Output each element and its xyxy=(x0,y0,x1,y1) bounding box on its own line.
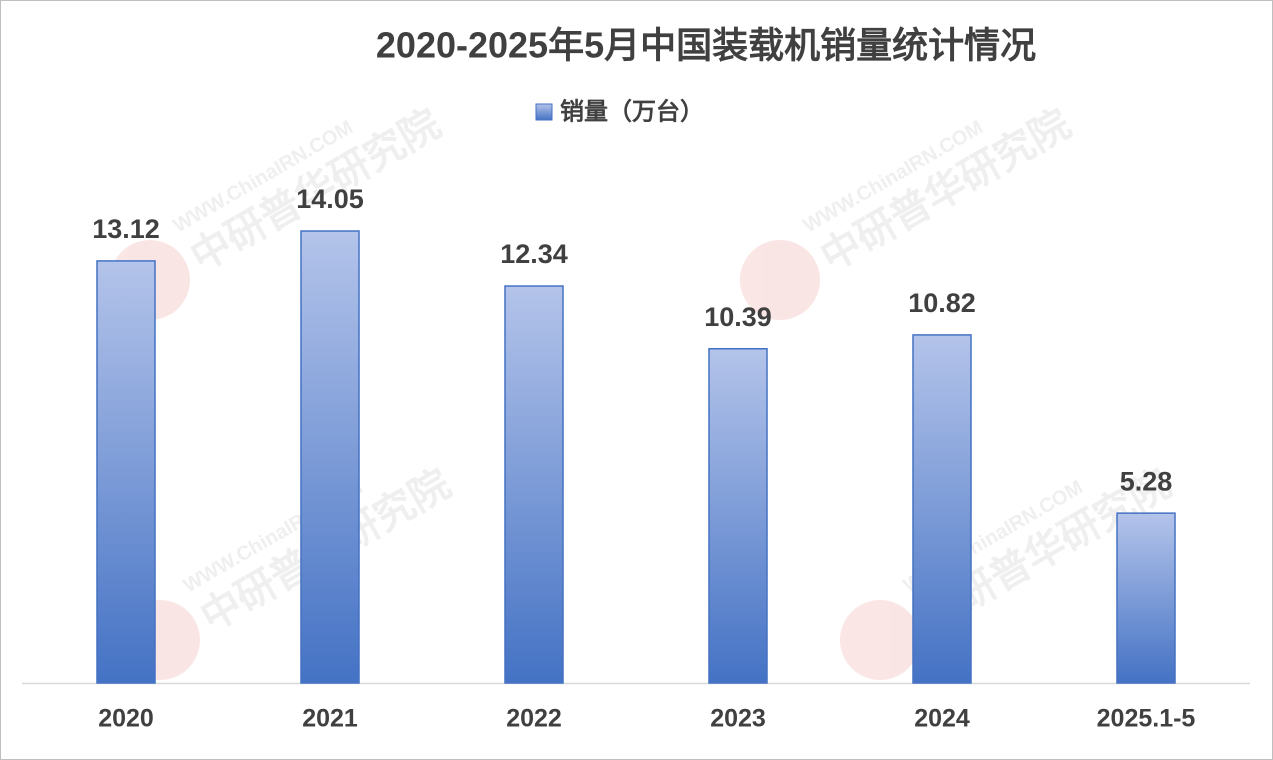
bar xyxy=(1116,512,1176,684)
x-tick-label: 2022 xyxy=(506,705,562,733)
watermark-logo xyxy=(740,240,820,320)
data-label: 13.12 xyxy=(92,214,160,244)
x-tick-label: 2023 xyxy=(710,705,766,733)
bar xyxy=(708,348,768,684)
chart-title: 2020-2025年5月中国装载机销量统计情况 xyxy=(376,25,1036,66)
x-tick-label: 2025.1-5 xyxy=(1097,705,1196,733)
legend-label: 销量（万台） xyxy=(560,97,704,125)
x-tick-label: 2021 xyxy=(302,705,358,733)
legend-swatch xyxy=(535,103,553,121)
data-label: 10.82 xyxy=(908,288,976,318)
data-label: 14.05 xyxy=(296,184,364,214)
bar xyxy=(912,334,972,684)
bar xyxy=(504,285,564,684)
bar xyxy=(300,230,360,684)
x-tick-label: 2020 xyxy=(98,705,154,733)
watermark-logo xyxy=(840,600,920,680)
bar xyxy=(96,260,156,684)
data-label: 12.34 xyxy=(500,239,568,269)
x-tick-label: 2024 xyxy=(914,705,970,733)
data-label: 10.39 xyxy=(704,302,772,332)
data-label: 5.28 xyxy=(1120,466,1173,496)
